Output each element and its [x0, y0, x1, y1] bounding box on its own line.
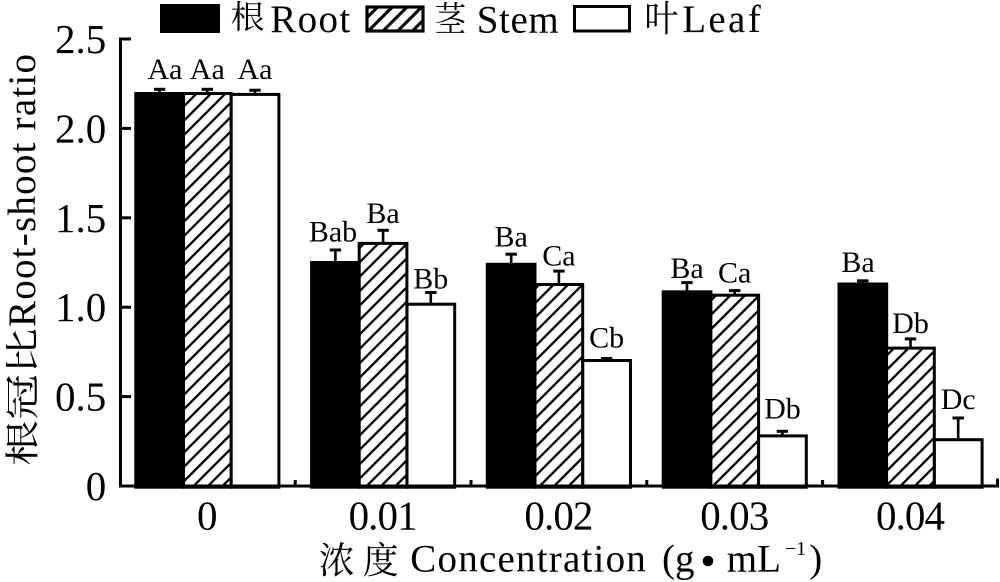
svg-text:Concentration: Concentration [410, 538, 646, 581]
svg-text:Ba: Ba [495, 221, 528, 254]
svg-text:Ca: Ca [718, 256, 751, 289]
svg-text:mL: mL [727, 538, 781, 581]
svg-text:Ba: Ba [841, 246, 874, 279]
svg-text:Leaf: Leaf [682, 0, 761, 41]
svg-text:0.02: 0.02 [524, 492, 593, 538]
svg-text:Aa: Aa [148, 53, 183, 86]
svg-text:0: 0 [197, 492, 218, 538]
svg-text:0.04: 0.04 [876, 492, 945, 538]
svg-text:0.01: 0.01 [349, 492, 418, 538]
svg-text:0.03: 0.03 [700, 492, 769, 538]
svg-text:0.5: 0.5 [55, 374, 106, 420]
svg-text:Stem: Stem [477, 0, 559, 41]
svg-text:1.5: 1.5 [55, 195, 106, 241]
svg-text:): ) [809, 538, 822, 581]
svg-text:Ba: Ba [366, 197, 399, 230]
svg-text:Ba: Ba [670, 252, 703, 285]
svg-text:2.0: 2.0 [55, 105, 106, 151]
svg-text:2.5: 2.5 [55, 16, 106, 62]
svg-text:0: 0 [86, 463, 107, 509]
svg-text:Bab: Bab [309, 215, 357, 248]
svg-text:Dc: Dc [941, 383, 976, 416]
svg-text:1.0: 1.0 [55, 284, 106, 330]
svg-text:(g: (g [662, 538, 695, 581]
svg-text:Root: Root [270, 0, 350, 41]
svg-text:Db: Db [892, 307, 929, 340]
svg-text:Root-shoot ratio: Root-shoot ratio [1, 54, 44, 327]
svg-text:−1: −1 [785, 538, 806, 560]
svg-text:Aa: Aa [238, 53, 273, 86]
svg-text:Cb: Cb [589, 322, 624, 355]
svg-text:Ca: Ca [542, 240, 575, 273]
svg-text:Aa: Aa [190, 53, 225, 86]
svg-text:Bb: Bb [413, 263, 448, 296]
svg-text:Db: Db [764, 393, 801, 426]
